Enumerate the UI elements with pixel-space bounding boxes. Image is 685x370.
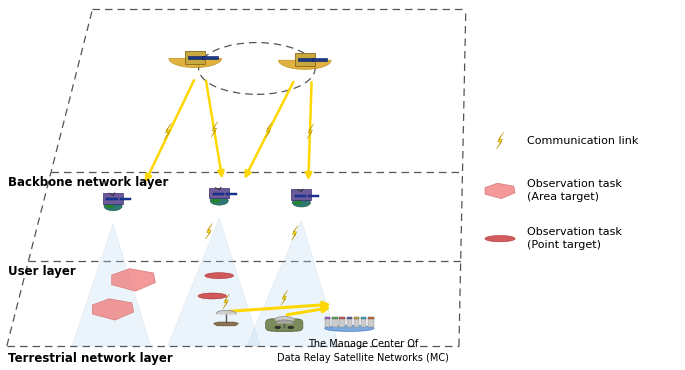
Bar bbox=[332, 317, 338, 319]
Text: The Manage Center Of
Data Relay Satellite Networks (MC): The Manage Center Of Data Relay Satellit… bbox=[277, 339, 449, 363]
Bar bbox=[361, 318, 366, 327]
Polygon shape bbox=[214, 322, 238, 326]
Ellipse shape bbox=[292, 198, 310, 207]
Polygon shape bbox=[223, 294, 229, 309]
Ellipse shape bbox=[275, 326, 281, 329]
Bar bbox=[340, 317, 345, 319]
Bar bbox=[202, 56, 218, 59]
Ellipse shape bbox=[210, 196, 228, 205]
Polygon shape bbox=[164, 123, 171, 139]
Polygon shape bbox=[112, 269, 155, 291]
Text: User layer: User layer bbox=[8, 265, 76, 278]
Bar bbox=[347, 318, 352, 327]
Text: Observation task
(Point target): Observation task (Point target) bbox=[527, 227, 623, 250]
Polygon shape bbox=[497, 132, 503, 149]
Polygon shape bbox=[485, 183, 515, 199]
Bar bbox=[332, 318, 338, 327]
Polygon shape bbox=[307, 124, 314, 139]
Bar bbox=[347, 317, 352, 319]
Ellipse shape bbox=[104, 202, 122, 211]
Polygon shape bbox=[273, 327, 296, 331]
Bar bbox=[120, 198, 131, 201]
Ellipse shape bbox=[288, 326, 294, 329]
Bar bbox=[369, 318, 374, 327]
Polygon shape bbox=[278, 60, 331, 69]
Bar bbox=[308, 195, 319, 197]
Polygon shape bbox=[206, 223, 212, 239]
Ellipse shape bbox=[212, 199, 220, 202]
Bar bbox=[312, 58, 327, 61]
Polygon shape bbox=[247, 220, 339, 346]
FancyBboxPatch shape bbox=[185, 51, 206, 64]
Bar bbox=[325, 317, 330, 319]
Bar bbox=[212, 193, 224, 195]
FancyBboxPatch shape bbox=[103, 193, 123, 204]
Bar bbox=[354, 317, 359, 319]
FancyBboxPatch shape bbox=[295, 53, 315, 65]
Bar bbox=[354, 318, 359, 327]
Text: Communication link: Communication link bbox=[527, 135, 639, 146]
FancyBboxPatch shape bbox=[291, 189, 312, 200]
Bar bbox=[298, 58, 314, 61]
Ellipse shape bbox=[105, 205, 114, 208]
Ellipse shape bbox=[104, 202, 122, 211]
Text: Backbone network layer: Backbone network layer bbox=[8, 176, 169, 189]
Bar bbox=[188, 56, 204, 59]
Ellipse shape bbox=[294, 201, 302, 204]
Text: Terrestrial network layer: Terrestrial network layer bbox=[8, 352, 173, 365]
Polygon shape bbox=[291, 226, 298, 240]
Polygon shape bbox=[168, 218, 260, 346]
Polygon shape bbox=[72, 224, 151, 346]
Polygon shape bbox=[169, 58, 221, 67]
Bar bbox=[361, 317, 366, 319]
FancyBboxPatch shape bbox=[209, 188, 229, 198]
Ellipse shape bbox=[325, 325, 374, 332]
Ellipse shape bbox=[198, 293, 227, 299]
Ellipse shape bbox=[205, 273, 234, 279]
Polygon shape bbox=[281, 290, 288, 305]
Bar bbox=[295, 195, 306, 197]
Bar bbox=[325, 318, 330, 327]
Bar bbox=[106, 198, 118, 201]
Polygon shape bbox=[265, 122, 272, 138]
FancyBboxPatch shape bbox=[266, 319, 303, 331]
Ellipse shape bbox=[485, 235, 515, 242]
Ellipse shape bbox=[210, 196, 228, 205]
Ellipse shape bbox=[292, 198, 310, 207]
Text: Observation task
(Area target): Observation task (Area target) bbox=[527, 179, 623, 202]
Bar bbox=[369, 317, 374, 319]
Bar bbox=[226, 193, 237, 195]
Bar bbox=[340, 318, 345, 327]
Polygon shape bbox=[211, 122, 218, 137]
Polygon shape bbox=[92, 299, 134, 320]
